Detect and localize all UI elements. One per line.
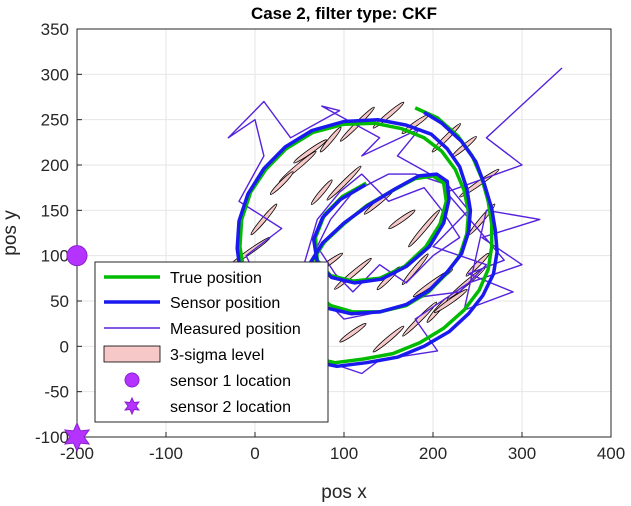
sigma-ellipse <box>465 252 490 277</box>
x-axis-label: pos x <box>321 482 367 503</box>
y-axis-label: pos y <box>0 210 21 256</box>
y-ticks: -100 -50 0 50 100 150 200 250 300 350 <box>35 20 82 447</box>
series-line-2 <box>227 67 563 375</box>
x-tick-label: -200 <box>60 444 94 463</box>
marker-group <box>63 245 91 453</box>
y-tick-label: 100 <box>41 247 69 266</box>
x-tick-label: -100 <box>149 444 183 463</box>
x-tick-label: 400 <box>597 444 625 463</box>
y-tick-label: 350 <box>41 20 69 39</box>
series-line-0 <box>238 106 494 365</box>
legend-swatch <box>103 345 161 363</box>
sigma-ellipse <box>326 165 362 201</box>
y-tick-label: 300 <box>41 65 69 84</box>
y-tick-label: 0 <box>60 337 69 356</box>
sigma-ellipse <box>250 203 278 236</box>
series-line-1 <box>235 110 499 369</box>
sigma-ellipse <box>388 209 416 230</box>
sigma-ellipse <box>372 325 405 353</box>
chart-title: Case 2, filter type: CKF <box>251 4 437 23</box>
legend-label: sensor 1 location <box>170 373 291 390</box>
y-tick-label: 50 <box>50 292 69 311</box>
y-tick-label: -50 <box>44 383 69 402</box>
y-tick-label: -100 <box>35 428 69 447</box>
y-tick-label: 200 <box>41 156 69 175</box>
y-tick-label: 150 <box>41 201 69 220</box>
sensor-2-marker <box>63 421 91 453</box>
sigma-ellipse <box>269 171 294 195</box>
legend-label: Measured position <box>170 321 301 338</box>
sigma-ellipse <box>408 209 441 248</box>
series-group <box>227 67 563 375</box>
legend-swatch <box>124 396 140 416</box>
legend-label: 3-sigma level <box>170 347 264 364</box>
legend-label: sensor 2 location <box>170 399 291 416</box>
x-ticks: -200 -100 0 100 200 300 400 <box>60 432 625 463</box>
y-tick-label: 250 <box>41 111 69 130</box>
sigma-ellipse <box>319 126 342 153</box>
x-tick-label: 0 <box>250 444 259 463</box>
sigma-ellipse <box>339 322 367 343</box>
sensor-1-marker <box>66 245 88 267</box>
legend-label: Sensor position <box>170 295 280 312</box>
legend-box <box>94 261 329 423</box>
sigma-ellipse <box>310 179 333 205</box>
legend-label: True position <box>170 270 262 287</box>
sigma-ellipse <box>433 288 468 314</box>
legend: True position Sensor position Measured pos… <box>94 261 329 423</box>
x-tick-label: 100 <box>330 444 358 463</box>
sigma-ellipse <box>401 253 429 286</box>
x-tick-label: 200 <box>419 444 447 463</box>
x-tick-label: 300 <box>508 444 536 463</box>
legend-swatch <box>124 372 140 388</box>
